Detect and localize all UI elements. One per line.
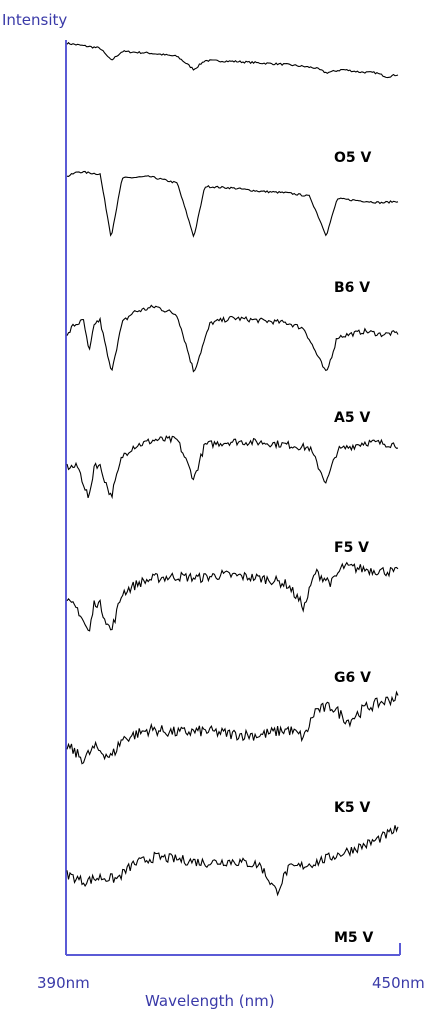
spectral-class-label: F5 V xyxy=(334,540,369,556)
spectral-class-label: A5 V xyxy=(334,410,370,426)
x-tick-label-start: 390nm xyxy=(37,974,90,992)
spectral-class-label: M5 V xyxy=(334,930,374,946)
x-tick-label-end: 450nm xyxy=(372,974,425,992)
spectral-class-label: B6 V xyxy=(334,280,370,296)
spectrum-line-b6-v xyxy=(66,170,399,238)
y-axis-label: Intensity xyxy=(2,11,67,29)
spectral-class-label: O5 V xyxy=(334,150,372,166)
spectra-group: O5 V B6 V A5 V F5 V G6 V K5 V M5 V xyxy=(66,41,399,946)
spectrum-line-a5-v xyxy=(66,304,399,373)
spectrum-line-o5-v xyxy=(66,41,399,79)
spectrum-line-g6-v xyxy=(66,561,399,632)
x-axis-label: Wavelength (nm) xyxy=(145,992,275,1010)
spectral-class-label: G6 V xyxy=(334,670,371,686)
spectrum-line-m5-v xyxy=(66,825,399,897)
spectrum-line-f5-v xyxy=(66,435,399,500)
spectral-class-label: K5 V xyxy=(334,800,370,816)
spectrum-line-k5-v xyxy=(66,690,399,765)
